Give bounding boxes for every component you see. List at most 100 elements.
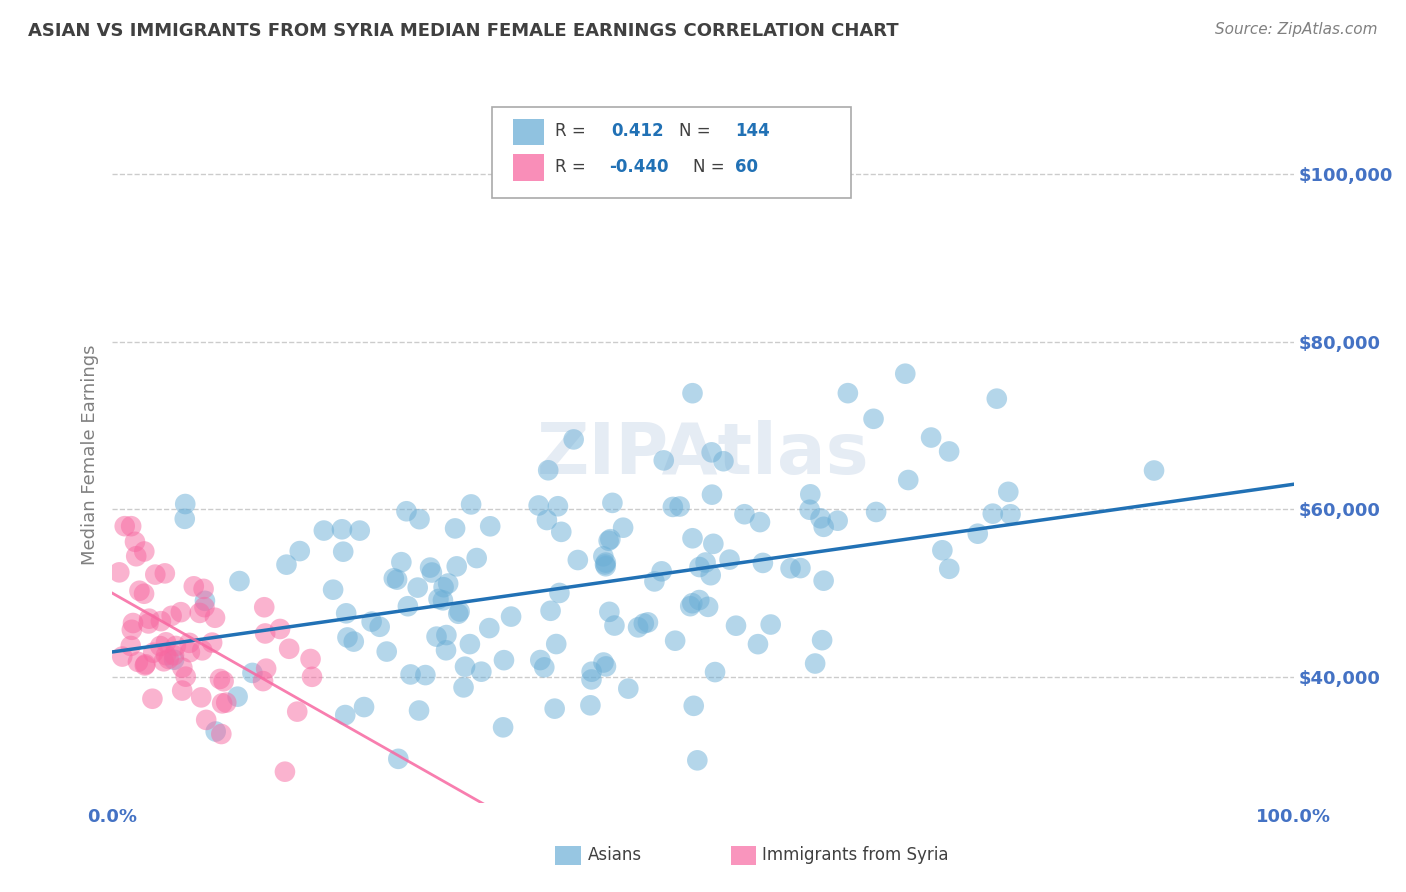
Point — [193, 600, 215, 615]
Point — [120, 639, 142, 653]
Point — [699, 568, 721, 582]
Point — [593, 558, 616, 572]
Point — [543, 701, 565, 715]
Point — [157, 652, 180, 666]
Point — [437, 576, 460, 591]
Point — [695, 556, 717, 570]
Point — [810, 511, 832, 525]
Point — [704, 665, 727, 679]
Point — [330, 522, 353, 536]
Point — [454, 659, 477, 673]
Point — [174, 497, 197, 511]
Point — [138, 616, 160, 631]
Point — [188, 606, 211, 620]
Point — [375, 644, 398, 658]
Point — [276, 558, 298, 572]
Point — [121, 623, 143, 637]
Point — [637, 615, 659, 630]
Point — [335, 708, 357, 723]
Point — [697, 599, 720, 614]
Point — [160, 608, 183, 623]
Point — [108, 566, 131, 580]
Point — [128, 583, 150, 598]
Point — [813, 574, 835, 588]
Point — [759, 617, 782, 632]
Point — [598, 605, 620, 619]
Point — [813, 520, 835, 534]
Point — [986, 392, 1008, 406]
Point — [567, 553, 589, 567]
Point — [425, 630, 447, 644]
Point — [458, 637, 481, 651]
Point — [679, 599, 702, 614]
Point — [651, 565, 673, 579]
Point — [1143, 463, 1166, 477]
Point — [652, 453, 675, 467]
Point — [432, 593, 454, 607]
Point — [399, 667, 422, 681]
Point — [724, 618, 747, 632]
Point — [173, 512, 195, 526]
Point — [447, 607, 470, 621]
Point — [415, 668, 437, 682]
Point — [149, 639, 172, 653]
Point — [408, 512, 430, 526]
Point — [550, 524, 572, 539]
Point — [193, 582, 215, 596]
Point — [141, 691, 163, 706]
Point — [138, 612, 160, 626]
Point — [662, 500, 685, 514]
Point — [444, 521, 467, 535]
Point — [349, 524, 371, 538]
Point — [368, 620, 391, 634]
Point — [353, 700, 375, 714]
Point — [322, 582, 344, 597]
Point — [179, 645, 201, 659]
Point — [433, 580, 456, 594]
Point — [460, 497, 482, 511]
Text: 144: 144 — [735, 122, 770, 140]
Point — [700, 445, 723, 459]
Text: N =: N = — [679, 122, 710, 140]
Point — [427, 592, 450, 607]
Point — [385, 573, 408, 587]
Point — [598, 533, 620, 548]
Point — [434, 628, 457, 642]
Point — [134, 544, 156, 558]
Text: -0.440: -0.440 — [609, 158, 668, 176]
Point — [997, 484, 1019, 499]
Text: ZIPAtlas: ZIPAtlas — [537, 420, 869, 490]
Point — [581, 673, 603, 687]
Point — [179, 636, 201, 650]
Point — [242, 665, 264, 680]
Point — [827, 514, 849, 528]
Point — [1000, 508, 1022, 522]
Point — [125, 549, 148, 564]
Text: Immigrants from Syria: Immigrants from Syria — [762, 847, 949, 864]
Point — [966, 526, 988, 541]
Point — [183, 579, 205, 593]
Point — [434, 643, 457, 657]
Text: 0.412: 0.412 — [612, 122, 664, 140]
Point — [204, 724, 226, 739]
Point — [155, 635, 177, 649]
Point — [752, 556, 775, 570]
Point — [419, 560, 441, 574]
Point — [897, 473, 920, 487]
Point — [938, 562, 960, 576]
Point — [335, 607, 357, 621]
Point — [312, 524, 335, 538]
Point — [688, 593, 710, 607]
Point — [387, 752, 409, 766]
Point — [209, 727, 232, 741]
Point — [478, 621, 501, 635]
Point — [382, 571, 405, 585]
Point — [592, 549, 614, 564]
Point — [420, 566, 443, 580]
Point — [278, 641, 301, 656]
Text: Asians: Asians — [588, 847, 641, 864]
Point — [163, 648, 186, 663]
Point — [562, 433, 585, 447]
Text: 60: 60 — [735, 158, 758, 176]
Point — [799, 502, 821, 516]
